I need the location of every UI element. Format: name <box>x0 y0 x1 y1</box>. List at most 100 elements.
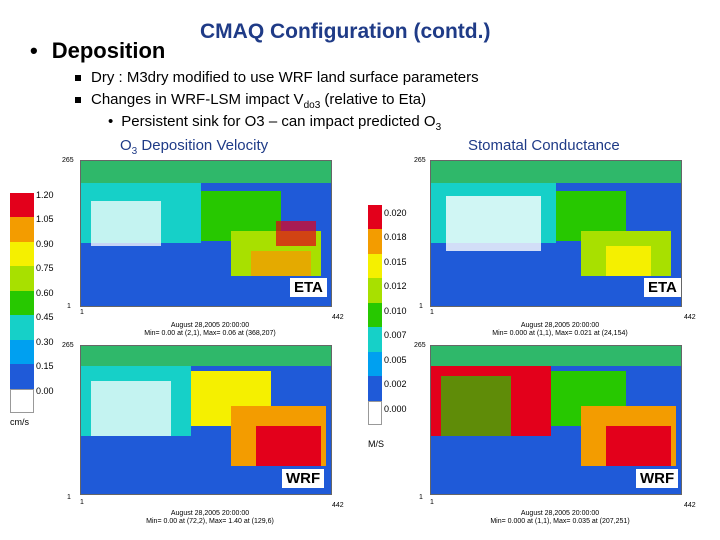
label-eta-left: ETA <box>290 278 327 297</box>
conductance-colorbar-segment <box>368 351 382 377</box>
tick-y-one-tl: 1 <box>67 303 71 310</box>
conductance-colorbar-label: 0.015 <box>384 256 407 267</box>
conductance-colorbar-label: 0.000 <box>384 403 407 414</box>
label-wrf-left: WRF <box>282 469 325 488</box>
tick-x-one-tr: 1 <box>430 309 434 316</box>
deposition-colorbar-labels: 1.20 1.05 0.90 0.75 0.60 0.45 0.30 0.15 0.00 <box>36 190 76 420</box>
deposition-colorbar-segment <box>10 241 34 267</box>
conductance-colorbar-label: 0.002 <box>384 379 407 390</box>
square-bullet-icon <box>75 97 81 104</box>
caption-top-left: August 28,2005 20:00:00 Min= 0.00 at (2,… <box>110 322 310 338</box>
tick-y-top-tr: 265 <box>414 157 426 164</box>
deposition-colorbar-label: 1.20 <box>36 190 54 200</box>
conductance-colorbar-segment <box>368 327 382 352</box>
conductance-colorbar-label: 0.012 <box>384 281 407 292</box>
caption-range: Min= 0.00 at (72,2), Max= 1.40 at (129,6… <box>146 518 274 525</box>
deposition-colorbar-segment <box>10 193 34 218</box>
conductance-colorbar <box>368 205 382 425</box>
deposition-unit: cm/s <box>10 417 29 427</box>
tick-y-top-tl: 265 <box>62 157 74 164</box>
caption-date: August 28,2005 20:00:00 <box>520 322 600 329</box>
deposition-colorbar-segment <box>10 339 34 365</box>
deposition-colorbar-label: 0.75 <box>36 263 54 274</box>
tick-y-one-bl: 1 <box>67 494 71 501</box>
conductance-colorbar-label: 0.010 <box>384 305 407 316</box>
tick-y-top-br: 265 <box>414 342 426 349</box>
deposition-colorbar <box>10 193 34 413</box>
caption-bottom-right: August 28,2005 20:00:00 Min= 0.000 at (1… <box>460 510 660 526</box>
square-bullet-icon <box>75 75 81 82</box>
conductance-colorbar-label: 0.007 <box>384 330 407 341</box>
subbullet-pre: Persistent sink for O3 – can impact pred… <box>121 113 436 130</box>
tick-x-max-br: 442 <box>684 502 696 509</box>
deposition-colorbar-label: 1.05 <box>36 214 54 225</box>
conductance-colorbar-labels: 0.020 0.018 0.015 0.012 0.010 0.007 0.005 0.002… <box>384 208 424 438</box>
us-map-deposition-eta <box>81 161 331 306</box>
section-bullet: • <box>30 38 38 63</box>
conductance-colorbar-segment <box>368 253 382 279</box>
section-label: Deposition <box>51 38 166 63</box>
tick-x-one-tl: 1 <box>80 309 84 316</box>
conductance-colorbar-segment <box>368 278 382 303</box>
caption-date: August 28,2005 20:00:00 <box>520 510 600 517</box>
subbullet-dot: • <box>108 113 114 130</box>
label-wrf-right: WRF <box>636 469 679 488</box>
us-map-conductance-eta <box>431 161 681 306</box>
bullet-dry-text: Dry : M3dry modified to use WRF land sur… <box>91 69 479 86</box>
tick-x-max-tr: 442 <box>684 314 696 321</box>
caption-top-right: August 28,2005 20:00:00 Min= 0.000 at (1… <box>460 322 660 338</box>
conductance-colorbar-label: 0.020 <box>384 208 407 218</box>
slide-title: CMAQ Configuration (contd.) <box>200 20 491 43</box>
conductance-colorbar-segment <box>368 302 382 328</box>
conductance-colorbar-segment <box>368 205 382 230</box>
tick-x-max-tl: 442 <box>332 314 344 321</box>
map-deposition-wrf <box>80 345 332 495</box>
bullet-lsm: Changes in WRF-LSM impact Vdo3 (relative… <box>75 91 426 111</box>
caption-bottom-left: August 28,2005 20:00:00 Min= 0.00 at (72… <box>110 510 310 526</box>
tick-y-top-bl: 265 <box>62 342 74 349</box>
deposition-colorbar-segment <box>10 364 34 389</box>
map-deposition-eta <box>80 160 332 307</box>
section-heading: • Deposition <box>30 38 165 64</box>
conductance-colorbar-segment <box>368 376 382 401</box>
conductance-colorbar-label: 0.005 <box>384 354 407 365</box>
bullet-lsm-pre: Changes in WRF-LSM impact V <box>91 91 304 108</box>
caption-range: Min= 0.00 at (2,1), Max= 0.06 at (368,20… <box>144 330 276 337</box>
deposition-colorbar-label: 0.45 <box>36 312 54 323</box>
deposition-colorbar-segment <box>10 388 34 413</box>
deposition-colorbar-segment <box>10 290 34 316</box>
conductance-colorbar-label: 0.018 <box>384 232 407 243</box>
deposition-colorbar-label: 0.15 <box>36 361 54 372</box>
deposition-colorbar-label: 0.00 <box>36 385 54 396</box>
deposition-colorbar-label: 0.90 <box>36 238 54 249</box>
left-panel-title: O3 Deposition Velocity <box>120 137 268 157</box>
left-title-pre: O <box>120 137 132 154</box>
subbullet-sub: 3 <box>435 122 442 133</box>
tick-y-one-br: 1 <box>419 494 423 501</box>
bullet-lsm-post: (relative to Eta) <box>320 91 427 108</box>
deposition-colorbar-label: 0.30 <box>36 336 54 347</box>
bullet-dry: Dry : M3dry modified to use WRF land sur… <box>75 69 479 86</box>
caption-range: Min= 0.000 at (1,1), Max= 0.035 at (207,… <box>490 518 630 525</box>
subbullet-sink: • Persistent sink for O3 – can impact pre… <box>108 113 441 133</box>
conductance-colorbar-segment <box>368 400 382 425</box>
deposition-colorbar-label: 0.60 <box>36 287 54 298</box>
deposition-colorbar-segment <box>10 217 34 242</box>
left-title-sub: 3 <box>131 146 138 157</box>
caption-date: August 28,2005 20:00:00 <box>170 322 250 329</box>
conductance-colorbar-segment <box>368 229 382 254</box>
deposition-colorbar-segment <box>10 315 34 340</box>
tick-x-max-bl: 442 <box>332 502 344 509</box>
deposition-colorbar-segment <box>10 266 34 291</box>
right-panel-title: Stomatal Conductance <box>468 137 620 154</box>
tick-x-one-br: 1 <box>430 499 434 506</box>
map-conductance-eta <box>430 160 682 307</box>
left-title-post: Deposition Velocity <box>137 137 269 154</box>
conductance-unit: M/S <box>368 439 385 449</box>
tick-y-one-tr: 1 <box>419 303 423 310</box>
tick-x-one-bl: 1 <box>80 499 84 506</box>
caption-date: August 28,2005 20:00:00 <box>170 510 250 517</box>
bullet-lsm-sub: do3 <box>303 100 321 111</box>
caption-range: Min= 0.000 at (1,1), Max= 0.021 at (24,1… <box>492 330 628 337</box>
label-eta-right: ETA <box>644 278 681 297</box>
